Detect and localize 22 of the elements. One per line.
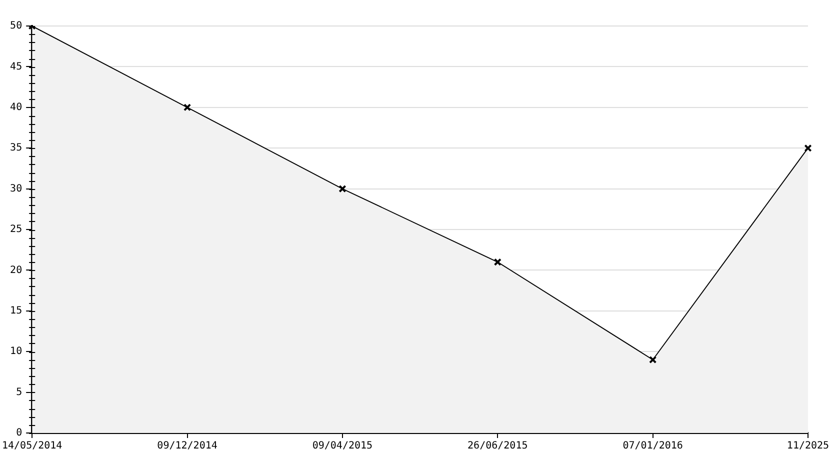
- y-tick-label: 10: [10, 346, 22, 358]
- point: [494, 258, 502, 266]
- x-tick-label: 11/2025: [786, 440, 830, 452]
- y-tick-label: 50: [10, 20, 22, 32]
- y-tick-label: 0: [16, 428, 22, 439]
- point: [183, 104, 192, 112]
- y-tick-label: 40: [10, 102, 22, 113]
- point: [648, 356, 657, 364]
- y-tick-label: 20: [10, 264, 22, 276]
- x-tick-label: 09/12/2014: [157, 440, 218, 452]
- point: [804, 144, 812, 152]
- x-tick-label: 09/04/2015: [312, 440, 373, 452]
- y-tick-label: 45: [10, 61, 22, 72]
- y-tick-label: 30: [10, 183, 22, 194]
- x-tick-label: 07/01/2016: [622, 440, 683, 452]
- y-tick-label: 15: [10, 305, 22, 316]
- y-tick-label: 35: [10, 142, 22, 154]
- y-tick-label: 25: [10, 224, 22, 236]
- point: [338, 184, 346, 193]
- y-tick-label: 5: [16, 386, 22, 398]
- x-tick-label: 26/06/2015: [468, 440, 528, 452]
- x-tick-label: 14/05/2014: [2, 440, 62, 452]
